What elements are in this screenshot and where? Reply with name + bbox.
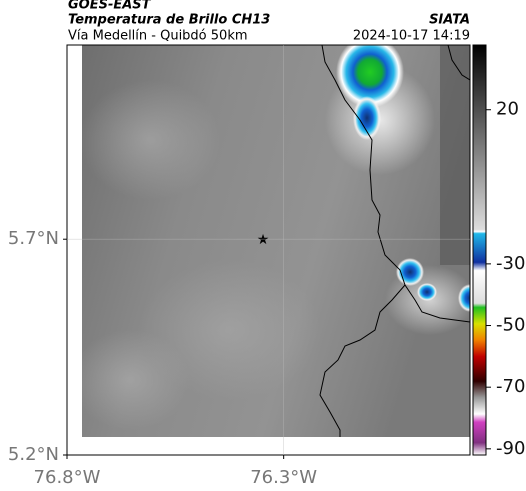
- lat-label: 5.7°N: [8, 228, 59, 249]
- timestamp: 2024-10-17 14:19: [353, 29, 470, 44]
- lat-label: 5.2°N: [8, 444, 59, 465]
- colorbar-label: 20: [496, 99, 519, 120]
- city-marker: ★: [257, 232, 270, 248]
- org: SIATA: [429, 13, 470, 28]
- colorbar-label: -90: [496, 438, 525, 459]
- lon-label: 76.3°W: [250, 467, 317, 488]
- colorbar-label: -50: [496, 315, 525, 336]
- title: Temperatura de Brillo CH13: [68, 13, 270, 28]
- colorbar: [472, 44, 487, 456]
- colorbar-label: -30: [496, 253, 525, 274]
- source: GOES-EAST: [68, 0, 152, 13]
- lon-label: 76.8°W: [34, 467, 101, 488]
- header: GOES-EAST Temperatura de Brillo CH13 Vía…: [68, 0, 470, 44]
- colorbar-label: -70: [496, 376, 525, 397]
- satellite-image: ★: [82, 45, 470, 437]
- map-frame: [66, 44, 471, 456]
- subtitle: Vía Medellín - Quibdó 50km: [68, 29, 248, 44]
